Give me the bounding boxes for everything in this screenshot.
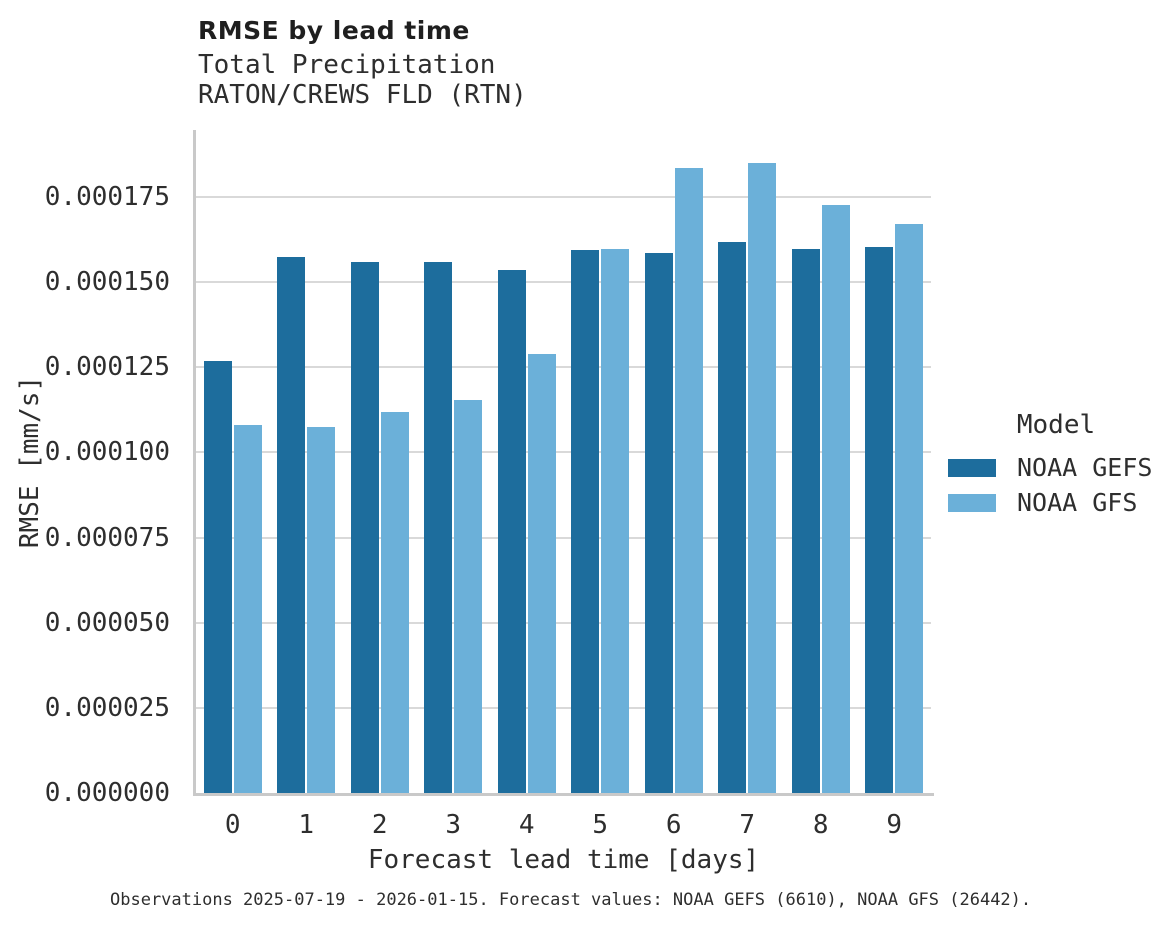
x-tick-label: 9 (886, 810, 903, 840)
chart-subtitle-station: RATON/CREWS FLD (RTN) (198, 80, 527, 110)
x-tick-label: 1 (298, 810, 315, 840)
bar-noaa-gefs-day-2 (350, 262, 379, 793)
bar-noaa-gfs-day-5 (601, 248, 630, 793)
bar-noaa-gfs-day-3 (454, 400, 483, 793)
x-tick-label: 5 (592, 810, 609, 840)
x-tick-label: 2 (371, 810, 388, 840)
x-tick-label: 0 (224, 810, 241, 840)
bar-noaa-gefs-day-7 (718, 242, 747, 793)
footer-caption: Observations 2025-07-19 - 2026-01-15. Fo… (110, 890, 1032, 910)
gridline (196, 281, 931, 284)
bar-noaa-gfs-day-8 (821, 205, 850, 793)
legend-item-noaa-gfs: NOAA GFS (948, 485, 1164, 520)
bar-noaa-gfs-day-1 (307, 427, 336, 793)
legend-item-noaa-gefs: NOAA GEFS (948, 450, 1164, 485)
bar-noaa-gefs-day-5 (571, 249, 600, 793)
bar-noaa-gfs-day-4 (527, 353, 556, 793)
y-tick-label: 0.000025 (44, 692, 170, 723)
gridline (196, 536, 931, 539)
bar-noaa-gefs-day-8 (791, 248, 820, 793)
x-tick-label: 3 (445, 810, 462, 840)
gridline (196, 196, 931, 199)
y-tick-label: 0.000075 (44, 522, 170, 553)
bar-noaa-gfs-day-7 (748, 162, 777, 793)
x-axis-title: Forecast lead time [days] (367, 845, 760, 875)
bar-noaa-gefs-day-3 (424, 261, 453, 793)
y-tick-label: 0.000050 (44, 607, 170, 638)
bar-noaa-gefs-day-6 (644, 252, 673, 793)
gridline (196, 366, 931, 369)
legend-items: NOAA GEFS NOAA GFS (948, 450, 1164, 520)
bar-noaa-gfs-day-9 (895, 223, 924, 793)
gridline (196, 451, 931, 454)
y-tick-label: 0.000125 (44, 352, 170, 383)
y-tick-label: 0.000100 (44, 437, 170, 468)
y-axis-spine (193, 130, 196, 796)
y-tick-label: 0.000000 (44, 778, 170, 808)
bar-noaa-gefs-day-0 (203, 360, 232, 793)
bar-noaa-gfs-day-0 (233, 424, 262, 793)
bar-noaa-gefs-day-4 (497, 270, 526, 793)
gridline (196, 706, 931, 709)
legend-swatch-icon (948, 493, 996, 512)
chart-title: RMSE by lead time (198, 16, 470, 45)
legend-title: Model (1016, 410, 1096, 440)
x-tick-label: 8 (812, 810, 829, 840)
bar-noaa-gfs-day-2 (380, 412, 409, 793)
x-tick-label: 4 (518, 810, 535, 840)
bar-noaa-gfs-day-6 (674, 167, 703, 793)
bar-noaa-gefs-day-1 (277, 257, 306, 793)
legend-item-label: NOAA GEFS (1017, 453, 1153, 482)
y-tick-label: 0.000150 (44, 267, 170, 298)
chart-subtitle-variable: Total Precipitation (198, 50, 496, 80)
y-tick-label: 0.000175 (44, 182, 170, 213)
y-axis-title: RMSE [mm/s] (15, 375, 45, 549)
gridline (196, 621, 931, 624)
x-tick-label: 7 (739, 810, 756, 840)
x-tick-label: 6 (665, 810, 682, 840)
legend-swatch-icon (948, 458, 996, 477)
legend-item-label: NOAA GFS (1017, 488, 1138, 517)
legend: Model NOAA GEFS NOAA GFS (948, 408, 1164, 520)
x-axis-spine (193, 793, 934, 796)
bar-noaa-gefs-day-9 (865, 247, 894, 793)
